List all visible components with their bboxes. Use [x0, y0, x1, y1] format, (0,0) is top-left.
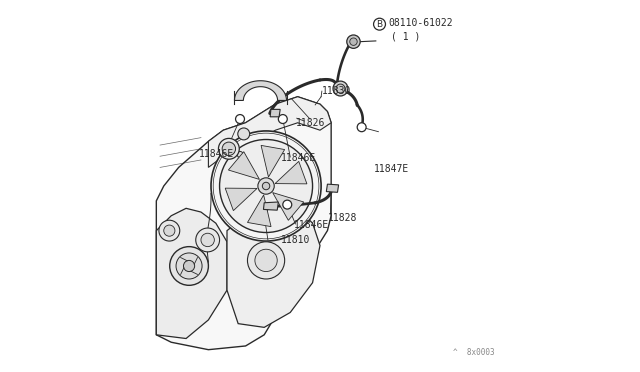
Circle shape [184, 260, 195, 272]
Circle shape [220, 140, 312, 232]
Polygon shape [273, 193, 304, 220]
Circle shape [176, 253, 202, 279]
Polygon shape [326, 184, 339, 192]
Text: 08110-61022: 08110-61022 [389, 19, 454, 28]
Polygon shape [261, 145, 285, 177]
Text: ^  8x0003: ^ 8x0003 [453, 348, 495, 357]
Circle shape [262, 182, 270, 190]
Text: 11826: 11826 [296, 118, 325, 128]
Circle shape [278, 115, 287, 124]
Text: 11846E: 11846E [294, 220, 329, 230]
Text: 11830: 11830 [322, 86, 351, 96]
Text: 11828: 11828 [328, 213, 357, 222]
Polygon shape [209, 97, 331, 167]
Polygon shape [275, 161, 307, 184]
Text: 11846E: 11846E [281, 153, 316, 163]
Polygon shape [156, 208, 227, 339]
Circle shape [222, 142, 236, 155]
Circle shape [255, 249, 277, 272]
Circle shape [283, 200, 292, 209]
Circle shape [248, 242, 285, 279]
Text: 11846E: 11846E [199, 150, 234, 159]
Circle shape [336, 84, 345, 93]
Text: B: B [376, 20, 383, 29]
Circle shape [237, 151, 243, 157]
Circle shape [357, 123, 366, 132]
Text: 11847E: 11847E [374, 164, 409, 174]
Polygon shape [156, 97, 331, 350]
Polygon shape [234, 81, 287, 100]
Circle shape [333, 81, 348, 96]
Circle shape [347, 35, 360, 48]
Circle shape [164, 225, 175, 236]
Circle shape [201, 233, 214, 247]
Polygon shape [225, 188, 257, 211]
Polygon shape [227, 205, 320, 327]
Text: 11810: 11810 [281, 235, 310, 245]
Circle shape [159, 220, 180, 241]
Circle shape [349, 38, 357, 45]
Circle shape [211, 131, 321, 241]
Circle shape [238, 128, 250, 140]
Circle shape [196, 228, 220, 252]
Text: ( 1 ): ( 1 ) [390, 31, 420, 41]
Circle shape [218, 138, 239, 159]
Circle shape [258, 178, 275, 194]
Circle shape [170, 247, 209, 285]
Polygon shape [270, 109, 280, 117]
Polygon shape [228, 152, 259, 179]
Polygon shape [264, 202, 278, 210]
Circle shape [236, 115, 244, 124]
Polygon shape [248, 195, 271, 227]
